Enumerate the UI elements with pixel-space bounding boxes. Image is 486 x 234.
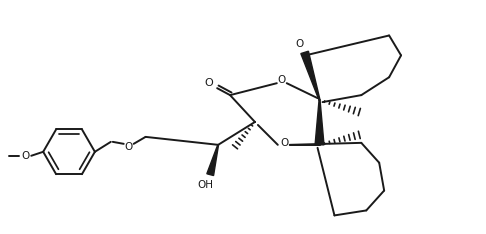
- Text: O: O: [124, 142, 133, 152]
- Text: O: O: [280, 138, 289, 148]
- Text: O: O: [278, 75, 286, 85]
- Text: O: O: [295, 40, 304, 49]
- Text: OH: OH: [197, 180, 213, 190]
- Polygon shape: [207, 145, 219, 176]
- Polygon shape: [315, 100, 324, 145]
- Text: O: O: [21, 151, 30, 161]
- Polygon shape: [301, 51, 320, 100]
- Text: O: O: [205, 78, 213, 88]
